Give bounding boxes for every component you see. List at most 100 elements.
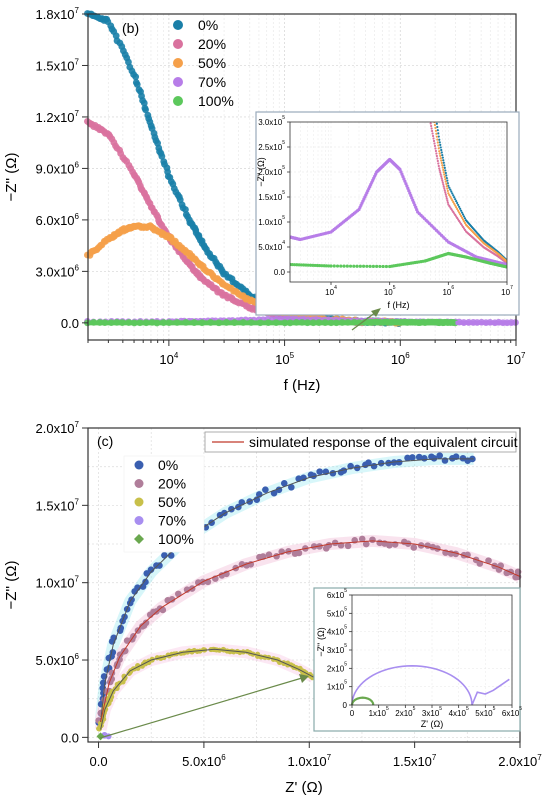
panel-b-inset-point-0pct (443, 166, 446, 169)
panel-b-inset-point-50pct (443, 173, 446, 176)
panel-b-inset-point-50pct (459, 214, 463, 218)
panel-b-inset-point-100pct (297, 263, 301, 267)
panel-b-inset-point-20pct (438, 169, 441, 172)
panel-c-inset-xtick-label-exponent: 5 (439, 706, 442, 712)
panel-b-xtick-label-exponent: 6 (405, 351, 410, 360)
panel-b-inset-point-20pct (430, 127, 433, 130)
panel-b-inset-point-0pct (427, 55, 429, 57)
panel-b-inset-point-50pct (459, 213, 462, 216)
panel-b-inset-point-20pct (446, 199, 449, 202)
panel-b-inset-xtick-label: 104 (325, 285, 337, 297)
panel-b-inset-point-20pct (419, 21, 421, 23)
panel-b-inset-point-20pct (428, 109, 430, 111)
panel-c-point-0pct (390, 459, 398, 466)
panel-b-inset-xtick-label-exponent: 5 (393, 285, 396, 291)
panel-c-inset-arrow (99, 677, 303, 739)
panel-b-inset-point-0pct (425, 21, 427, 23)
panel-c-inset-arrowhead (299, 674, 309, 683)
panel-b-inset-point-50pct (431, 109, 433, 111)
panel-b-inset-point-100pct (290, 262, 294, 267)
panel-c-point-0pct (288, 483, 295, 491)
panel-c-xtick-label: 5.0x106 (182, 753, 226, 769)
panel-b-inset-xtick-label-mantissa: 10 (442, 288, 451, 297)
panel-b-inset-point-0pct (436, 129, 439, 132)
panel-b-inset-xtick-label: 107 (501, 285, 513, 297)
panel-b-inset-point-100pct (355, 264, 359, 268)
panel-b-inset-point-0pct (461, 213, 465, 216)
panel-c-xlabel: Z' (Ω) (285, 779, 322, 796)
panel-b-inset-point-100pct (345, 264, 349, 268)
panel-c-point-20pct (386, 542, 393, 549)
panel-c-point-20pct (183, 586, 191, 593)
panel-b-inset-point-20pct (434, 149, 438, 153)
panel-c-inset-ytick-label-exponent: 5 (344, 606, 347, 612)
panel-b-inset-point-20pct (444, 191, 447, 194)
panel-c-point-0pct (415, 453, 423, 461)
panel-c-xtick-label-mantissa: 1.0x10 (288, 754, 327, 769)
panel-b-inset-ytick-label-mantissa: 2.0x10 (258, 168, 283, 177)
panel-b-inset-point-20pct (439, 173, 442, 176)
panel-b-ytick-label-mantissa: 3.0x10 (36, 264, 75, 279)
panel-b-inset-point-50pct (427, 66, 429, 68)
panel-b-inset-point-50pct (458, 211, 461, 214)
panel-b-label: (b) (122, 20, 139, 36)
panel-b-inset-point-0pct (460, 211, 464, 214)
panel-c-legend-marker (134, 460, 144, 470)
panel-c-inset-xlabel: Z' (Ω) (421, 719, 443, 729)
panel-b-inset-point-20pct (433, 144, 437, 148)
panel-b-inset-xtick-label-exponent: 7 (510, 285, 513, 291)
panel-b-inset-point-0pct (440, 148, 443, 152)
panel-b-inset-point-0pct (444, 171, 447, 175)
panel-b-inset-point-0pct (440, 151, 443, 154)
panel-c-point-20pct (121, 647, 129, 655)
panel-c-ytick-label: 0.0 (61, 730, 79, 745)
panel-b-inset-ytick-label-exponent: 5 (282, 140, 285, 146)
panel-c-inset-xtick-label-exponent: 5 (519, 706, 522, 712)
panel-b-inset-point-20pct (433, 142, 436, 145)
panel-b-inset-point-50pct (445, 185, 448, 188)
panel-b-legend-label: 0% (198, 17, 218, 33)
panel-b-inset-point-100pct (368, 264, 372, 268)
panel-b-inset-point-20pct (427, 102, 429, 104)
panel-c-fit-legend: simulated response of the equivalent cir… (204, 431, 518, 453)
panel-c-ytick-label: 1.0x107 (36, 575, 80, 591)
panel-b-inset-point-20pct (437, 162, 440, 165)
panel-b-inset-point-20pct (424, 68, 426, 70)
panel-c-chart: 0.0 5.0x106 1.0x107 1.5x107 2.0x1070.05.0x10… (3, 420, 542, 796)
panel-b-ytick-label-exponent: 6 (75, 160, 80, 169)
panel-b-ytick-label-mantissa: 1.8x10 (36, 7, 75, 22)
panel-b-inset-point-0pct (423, 4, 425, 6)
panel-c-ytick-label: 2.0x107 (36, 420, 80, 436)
panel-c-legend-label: 50% (158, 494, 186, 510)
panel-b-band-100pct (88, 320, 456, 326)
panel-b-inset-point-50pct (427, 74, 429, 76)
panel-b-inset-point-0pct (439, 146, 442, 149)
panel-b-inset-point-0pct (455, 199, 458, 203)
panel-c-fit-legend-box (204, 431, 517, 453)
panel-b-ytick-label: 1.5x107 (36, 57, 80, 73)
panel-c-inset-curve-100pct (350, 696, 375, 706)
panel-c-ytick-label-exponent: 7 (75, 497, 80, 506)
panel-b-inset-point-100pct (308, 263, 313, 267)
panel-b-inset-point-100pct (311, 263, 315, 267)
panel-c-inset-ytick-label: 4x105 (327, 625, 347, 637)
panel-b-inset-point-50pct (460, 216, 464, 219)
panel-c-xtick-label-mantissa: 1.5x10 (393, 754, 432, 769)
panel-b-inset-point-20pct (431, 132, 434, 135)
panel-b-inset-point-20pct (441, 179, 444, 182)
panel-c-point-20pct (358, 535, 366, 543)
panel-b-inset-point-20pct (426, 89, 428, 91)
panel-b-inset-point-20pct (418, 14, 420, 16)
panel-b-ytick-label-mantissa: 9.0x10 (36, 161, 75, 176)
panel-b-point-0pct (133, 81, 141, 88)
panel-c-point-20pct (123, 637, 131, 644)
panel-c-inset-ytick-label-mantissa: 2x10 (327, 664, 345, 673)
panel-c-inset-xtick-label-mantissa: 0 (350, 709, 355, 718)
panel-c-point-0pct (316, 468, 323, 475)
panel-b-inset-point-100pct (313, 263, 317, 268)
panel-c-inset-xtick-label-mantissa: 6x10 (502, 709, 520, 718)
panel-b-inset-point-20pct (441, 181, 444, 184)
panel-b-inset-xtick-label-mantissa: 10 (501, 288, 510, 297)
panel-b-inset-point-0pct (450, 190, 453, 193)
panel-b-inset-point-50pct (424, 35, 426, 37)
